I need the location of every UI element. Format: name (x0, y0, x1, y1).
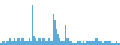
Bar (61, 40, 63, 45)
Bar (77, 40, 78, 45)
Bar (54, 20, 55, 45)
Bar (60, 40, 61, 45)
Bar (79, 40, 81, 45)
Bar (0, 43, 1, 45)
Bar (117, 43, 118, 45)
Bar (11, 40, 12, 45)
Bar (37, 38, 39, 45)
Bar (30, 40, 31, 45)
Bar (69, 40, 71, 45)
Bar (113, 43, 114, 45)
Bar (18, 38, 19, 45)
Bar (36, 40, 37, 45)
Bar (17, 38, 18, 45)
Bar (63, 40, 65, 45)
Bar (89, 40, 90, 45)
Bar (67, 38, 69, 45)
Bar (5, 43, 6, 45)
Bar (96, 38, 97, 45)
Bar (75, 43, 77, 45)
Bar (66, 38, 67, 45)
Bar (13, 38, 15, 45)
Bar (24, 40, 25, 45)
Bar (85, 40, 87, 45)
Bar (101, 40, 102, 45)
Bar (15, 40, 17, 45)
Bar (25, 40, 27, 45)
Bar (97, 40, 99, 45)
Bar (65, 25, 66, 45)
Bar (31, 4, 33, 45)
Bar (115, 40, 117, 45)
Bar (47, 40, 48, 45)
Bar (3, 40, 5, 45)
Bar (53, 14, 54, 45)
Bar (27, 40, 29, 45)
Bar (87, 40, 89, 45)
Bar (114, 43, 115, 45)
Bar (90, 40, 91, 45)
Bar (55, 29, 57, 45)
Bar (48, 38, 49, 45)
Bar (105, 40, 107, 45)
Bar (93, 40, 95, 45)
Bar (33, 36, 35, 45)
Bar (95, 38, 96, 45)
Bar (19, 40, 21, 45)
Bar (39, 38, 41, 45)
Bar (23, 38, 24, 45)
Bar (84, 43, 85, 45)
Bar (9, 38, 11, 45)
Bar (51, 40, 53, 45)
Bar (102, 43, 103, 45)
Bar (59, 38, 60, 45)
Bar (49, 40, 51, 45)
Bar (91, 40, 93, 45)
Bar (42, 38, 43, 45)
Bar (83, 40, 84, 45)
Bar (21, 38, 23, 45)
Bar (35, 38, 36, 45)
Bar (12, 40, 13, 45)
Bar (45, 40, 47, 45)
Bar (41, 40, 42, 45)
Bar (103, 40, 105, 45)
Bar (73, 43, 75, 45)
Bar (6, 40, 7, 45)
Bar (29, 38, 30, 45)
Bar (111, 43, 113, 45)
Bar (71, 40, 72, 45)
Bar (57, 34, 59, 45)
Bar (7, 40, 9, 45)
Bar (81, 43, 83, 45)
Bar (72, 43, 73, 45)
Bar (109, 40, 111, 45)
Bar (108, 40, 109, 45)
Bar (99, 40, 101, 45)
Bar (107, 40, 108, 45)
Bar (43, 38, 45, 45)
Bar (78, 40, 79, 45)
Bar (1, 40, 3, 45)
Bar (118, 43, 120, 45)
